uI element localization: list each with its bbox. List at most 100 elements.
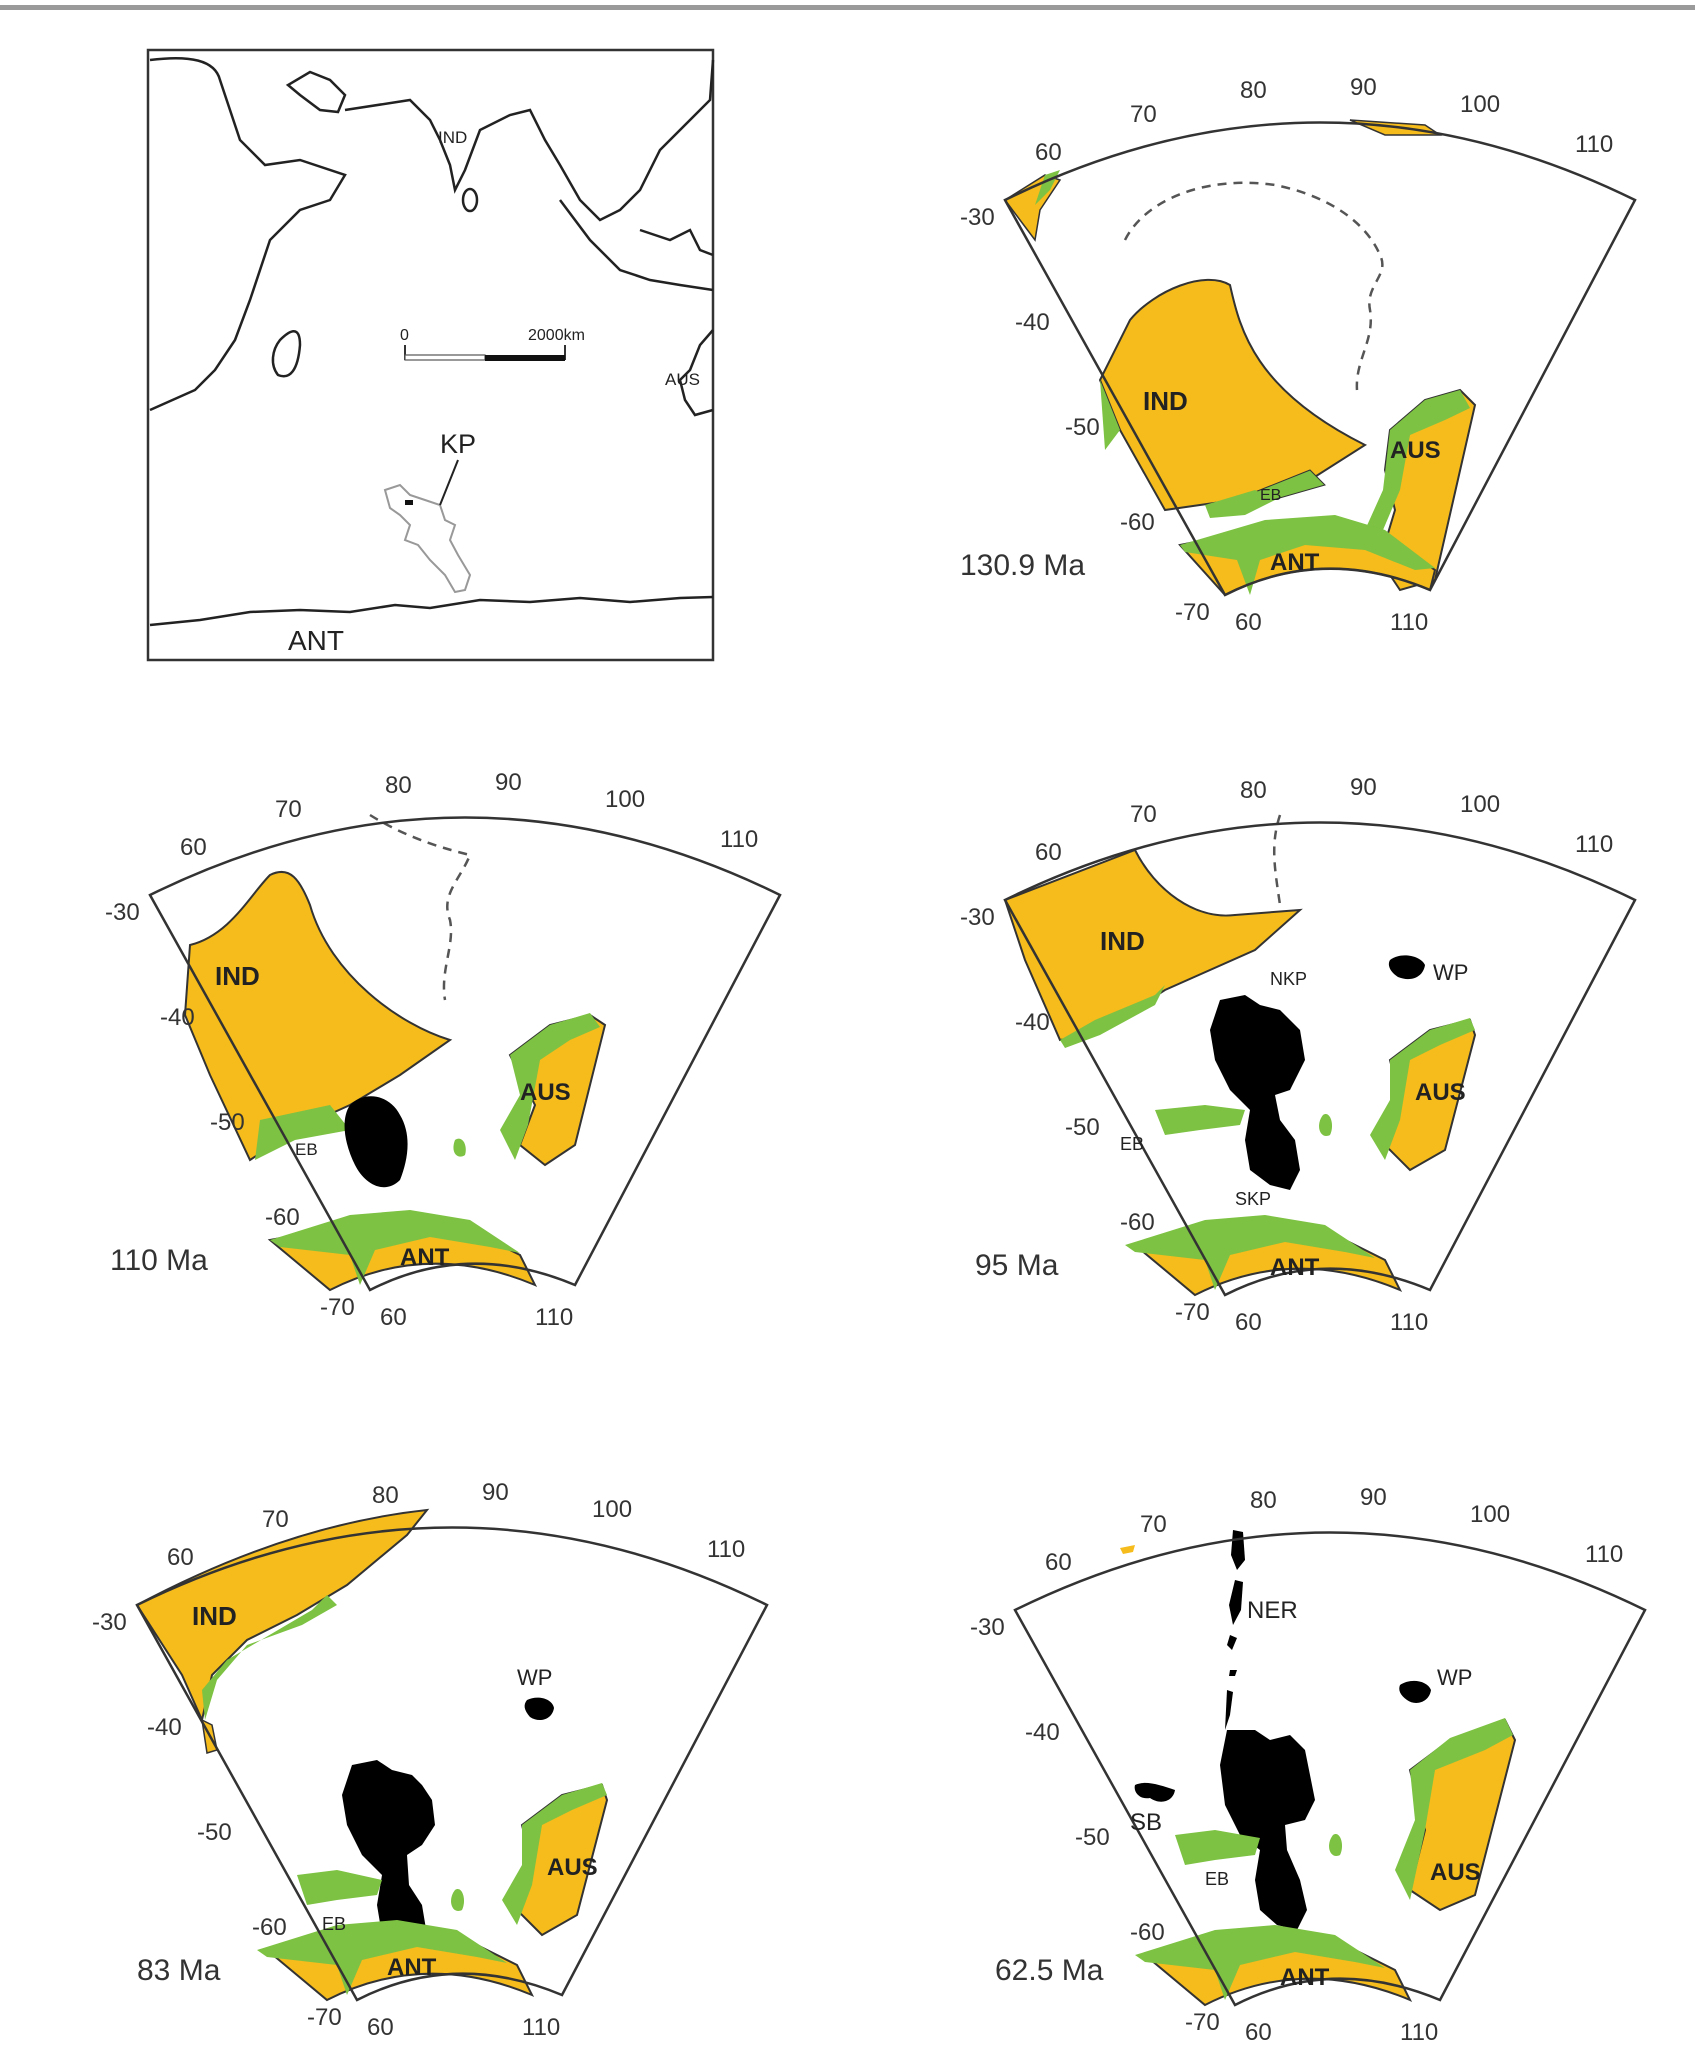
lon-tick-80: 80 — [1240, 77, 1267, 104]
inner-tick-60: 60 — [380, 1304, 407, 1331]
inner-tick-60: 60 — [1245, 2019, 1272, 2046]
lon-tick-80: 80 — [1240, 777, 1267, 804]
label-nkp: NKP — [1270, 969, 1307, 989]
lon-tick-80: 80 — [385, 772, 412, 799]
lat-tick-60: -60 — [1130, 1919, 1165, 1946]
label-ind: IND — [1143, 386, 1188, 416]
lon-tick-80: 80 — [372, 1482, 399, 1509]
lon-tick-60: 60 — [1035, 139, 1062, 166]
inset-label-kp: KP — [440, 429, 476, 459]
lon-tick-90: 90 — [495, 769, 522, 796]
inner-tick-60: 60 — [367, 2014, 394, 2041]
lon-tick-100: 100 — [605, 786, 645, 813]
lon-tick-70: 70 — [1130, 801, 1157, 828]
label-ind: IND — [215, 961, 260, 991]
label-aus: AUS — [547, 1854, 598, 1881]
lat-tick-30: -30 — [970, 1614, 1005, 1641]
inset-label-ant: ANT — [288, 625, 344, 656]
label-aus: AUS — [1415, 1079, 1466, 1106]
panel-62-5-ma: AUS ANT EB NER SB WP 60 70 80 90 100 110… — [970, 1484, 1647, 2046]
lon-tick-60: 60 — [1035, 839, 1062, 866]
lon-tick-100: 100 — [1460, 91, 1500, 118]
lat-tick-40: -40 — [1025, 1719, 1060, 1746]
lon-tick-70: 70 — [1140, 1511, 1167, 1538]
label-aus: AUS — [1430, 1859, 1481, 1886]
inset-label-ind: IND — [438, 128, 467, 147]
lat-tick-70: -70 — [1185, 2009, 1220, 2036]
lat-tick-50: -50 — [1075, 1824, 1110, 1851]
label-wp: WP — [1437, 1665, 1472, 1690]
panel-130-9-ma: IND AUS ANT EB 60 70 80 90 100 110 -30 -… — [960, 74, 1637, 636]
label-ner: NER — [1247, 1597, 1298, 1624]
label-ant: ANT — [1280, 1964, 1330, 1991]
label-ant: ANT — [400, 1244, 450, 1271]
inner-tick-110: 110 — [1400, 2019, 1438, 2046]
inner-tick-110: 110 — [1390, 609, 1428, 636]
lon-tick-100: 100 — [592, 1496, 632, 1523]
lon-tick-90: 90 — [1350, 774, 1377, 801]
lon-tick-110: 110 — [1585, 1541, 1623, 1568]
label-eb: EB — [1260, 487, 1281, 504]
panel-95-ma: IND AUS ANT EB NKP SKP WP 60 70 80 90 10… — [960, 774, 1637, 1336]
label-eb: EB — [322, 1914, 346, 1934]
lat-tick-60: -60 — [1120, 1209, 1155, 1236]
label-wp: WP — [1433, 960, 1468, 985]
inner-tick-60: 60 — [1235, 1309, 1262, 1336]
lon-tick-70: 70 — [262, 1506, 289, 1533]
lon-tick-60: 60 — [180, 834, 207, 861]
inset-map: 0 2000km IND AUS KP ANT — [146, 48, 715, 662]
lat-tick-40: -40 — [160, 1004, 195, 1031]
lat-tick-70: -70 — [1175, 599, 1210, 626]
lat-tick-40: -40 — [1015, 309, 1050, 336]
scale-bar-start: 0 — [400, 327, 409, 344]
inner-tick-110: 110 — [522, 2014, 560, 2041]
age-label: 95 Ma — [975, 1249, 1059, 1282]
inner-tick-110: 110 — [1390, 1309, 1428, 1336]
label-skp: SKP — [1235, 1189, 1271, 1209]
lat-tick-40: -40 — [1015, 1009, 1050, 1036]
lat-tick-30: -30 — [105, 899, 140, 926]
scale-bar-end: 2000km — [528, 327, 585, 344]
lat-tick-50: -50 — [1065, 1114, 1100, 1141]
label-ant: ANT — [387, 1954, 437, 1981]
label-ant: ANT — [1270, 549, 1320, 576]
lat-tick-30: -30 — [960, 204, 995, 231]
lat-tick-70: -70 — [320, 1294, 355, 1321]
lon-tick-60: 60 — [1045, 1549, 1072, 1576]
label-aus: AUS — [1390, 437, 1441, 464]
lon-tick-110: 110 — [720, 826, 758, 853]
lat-tick-40: -40 — [147, 1714, 182, 1741]
lat-tick-50: -50 — [197, 1819, 232, 1846]
lat-tick-30: -30 — [92, 1609, 127, 1636]
inner-tick-60: 60 — [1235, 609, 1262, 636]
inset-label-aus: AUS — [665, 370, 700, 389]
lat-tick-60: -60 — [265, 1204, 300, 1231]
lat-tick-50: -50 — [1065, 414, 1100, 441]
lat-tick-70: -70 — [307, 2004, 342, 2031]
lon-tick-70: 70 — [1130, 101, 1157, 128]
label-wp: WP — [517, 1665, 552, 1690]
top-divider-bar — [0, 5, 1695, 10]
lon-tick-110: 110 — [1575, 131, 1613, 158]
lat-tick-60: -60 — [252, 1914, 287, 1941]
label-eb: EB — [1205, 1869, 1229, 1889]
lon-tick-90: 90 — [482, 1479, 509, 1506]
inner-tick-110: 110 — [535, 1304, 573, 1331]
lon-tick-100: 100 — [1460, 791, 1500, 818]
lat-tick-50: -50 — [210, 1109, 245, 1136]
lon-tick-110: 110 — [707, 1536, 745, 1563]
label-sb: SB — [1130, 1809, 1162, 1836]
lat-tick-30: -30 — [960, 904, 995, 931]
panel-110-ma: IND AUS ANT EB 60 70 80 90 100 110 -30 -… — [105, 769, 782, 1331]
lat-tick-70: -70 — [1175, 1299, 1210, 1326]
lat-tick-60: -60 — [1120, 509, 1155, 536]
lon-tick-90: 90 — [1350, 74, 1377, 101]
lon-tick-70: 70 — [275, 796, 302, 823]
lon-tick-80: 80 — [1250, 1487, 1277, 1514]
label-aus: AUS — [520, 1079, 571, 1106]
age-label: 62.5 Ma — [995, 1954, 1104, 1987]
lon-tick-90: 90 — [1360, 1484, 1387, 1511]
label-ind: IND — [1100, 926, 1145, 956]
label-ant: ANT — [1270, 1254, 1320, 1281]
